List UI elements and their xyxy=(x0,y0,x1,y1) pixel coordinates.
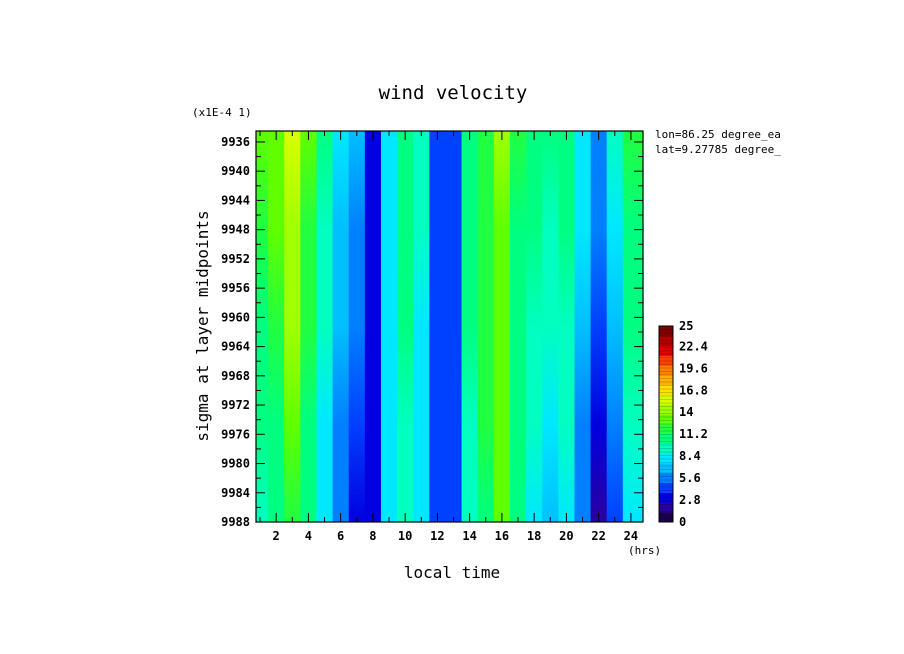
colorbar-swatch xyxy=(659,375,673,386)
colorbar-swatch xyxy=(659,443,673,454)
plot-frame xyxy=(255,130,644,523)
heatmap-column xyxy=(348,131,366,522)
colorbar-swatch xyxy=(659,414,673,425)
y-tick-label: 9980 xyxy=(221,457,250,471)
heatmap-column xyxy=(477,131,495,522)
x-tick-label: 20 xyxy=(559,529,573,543)
heatmap-column xyxy=(606,131,624,522)
colorbar-swatch xyxy=(659,404,673,415)
heatmap-column xyxy=(622,131,644,522)
colorbar-tick-label: 16.8 xyxy=(679,383,708,397)
colorbar-tick-label: 2.8 xyxy=(679,493,701,507)
colorbar-tick-label: 11.2 xyxy=(679,427,708,441)
heatmap-column xyxy=(380,131,398,522)
heatmap-column xyxy=(461,131,479,522)
y-tick-label: 9944 xyxy=(221,193,250,207)
x-tick-label: 10 xyxy=(398,529,412,543)
y-tick-label: 9964 xyxy=(221,340,250,354)
chart-title: wind velocity xyxy=(379,82,528,104)
colorbar-swatch xyxy=(659,482,673,493)
colorbar-swatch xyxy=(659,492,673,503)
y-tick-label: 9968 xyxy=(221,369,250,383)
colorbar-swatch xyxy=(659,512,673,523)
colorbar-swatch xyxy=(659,502,673,513)
heatmap-column xyxy=(526,131,543,522)
x-tick-label: 8 xyxy=(369,529,376,543)
colorbar-swatch xyxy=(659,424,673,435)
x-tick-label: 16 xyxy=(495,529,509,543)
colorbar-frame xyxy=(658,325,674,523)
colorbar-tick-label: 14 xyxy=(679,405,693,419)
heatmap-column xyxy=(284,131,301,522)
x-axis-label: local time xyxy=(404,563,500,582)
colorbar-swatch xyxy=(659,355,673,366)
colorbar-swatch xyxy=(659,335,673,346)
x-tick-label: 14 xyxy=(462,529,476,543)
colorbar-swatch xyxy=(659,394,673,405)
y-tick-label: 9956 xyxy=(221,281,250,295)
y-tick-label: 9984 xyxy=(221,486,250,500)
heatmap-column xyxy=(364,131,382,522)
x-tick-label: 18 xyxy=(527,529,541,543)
heatmap-column xyxy=(590,131,608,522)
y-scale-note: (x1E-4 1) xyxy=(192,106,252,119)
heatmap-column xyxy=(332,131,350,522)
annotation-lon: lon=86.25 degree_ea xyxy=(655,128,781,141)
y-axis-ticks: 9936 9940 9944 9948 9952 9956 9960 9964 9968 9972… xyxy=(221,135,643,529)
heatmap-column xyxy=(574,131,592,522)
y-tick-label: 9936 xyxy=(221,135,250,149)
colorbar-tick-labels: 0 2.8 5.6 8.4 11.2 14 16.8 19.6 22.4 25 xyxy=(679,319,708,529)
y-tick-label: 9940 xyxy=(221,164,250,178)
heatmap-column xyxy=(268,131,285,522)
heatmap-field xyxy=(256,131,644,522)
heatmap-column xyxy=(413,131,430,522)
heatmap-column xyxy=(397,131,414,522)
heatmap-column xyxy=(445,131,463,522)
y-axis-label: sigma at layer midpoints xyxy=(193,210,212,441)
colorbar-tick-label: 0 xyxy=(679,515,686,529)
colorbar-swatch xyxy=(659,365,673,376)
heatmap-column xyxy=(256,131,269,522)
heatmap-column xyxy=(316,131,334,522)
colorbar-swatch xyxy=(659,433,673,444)
x-tick-label: 6 xyxy=(337,529,344,543)
x-tick-label: 12 xyxy=(430,529,444,543)
colorbar-tick-label: 22.4 xyxy=(679,339,708,353)
x-tick-label: 4 xyxy=(305,529,312,543)
x-tick-label: 24 xyxy=(624,529,638,543)
colorbar-tick-label: 25 xyxy=(679,319,693,333)
heatmap-column xyxy=(429,131,447,522)
heatmap-column xyxy=(542,131,559,522)
colorbar-swatch xyxy=(659,473,673,484)
colorbar-tick-label: 5.6 xyxy=(679,471,701,485)
y-tick-label: 9948 xyxy=(221,223,250,237)
y-tick-label: 9976 xyxy=(221,427,250,441)
colorbar-swatch xyxy=(659,326,673,337)
annotation-lat: lat=9.27785 degree_ xyxy=(655,143,781,156)
x-tick-label: 22 xyxy=(591,529,605,543)
y-tick-label: 9972 xyxy=(221,398,250,412)
x-unit-label: (hrs) xyxy=(628,544,661,557)
colorbar-swatch xyxy=(659,453,673,464)
x-tick-label: 2 xyxy=(273,529,280,543)
colorbar-swatch xyxy=(659,384,673,395)
colorbar-swatch xyxy=(659,463,673,474)
colorbar-tick-label: 8.4 xyxy=(679,449,701,463)
heatmap-column xyxy=(300,131,318,522)
colorbar xyxy=(658,325,674,523)
heatmap-column xyxy=(509,131,527,522)
colorbar-swatch xyxy=(659,345,673,356)
y-tick-label: 9960 xyxy=(221,310,250,324)
y-tick-label: 9952 xyxy=(221,252,250,266)
heatmap-column xyxy=(493,131,511,522)
colorbar-tick-label: 19.6 xyxy=(679,361,708,375)
heatmap-column xyxy=(558,131,576,522)
x-axis-ticks: 2 4 6 8 10 12 14 16 18 20 22 24 xyxy=(259,131,638,543)
y-tick-label: 9988 xyxy=(221,515,250,529)
